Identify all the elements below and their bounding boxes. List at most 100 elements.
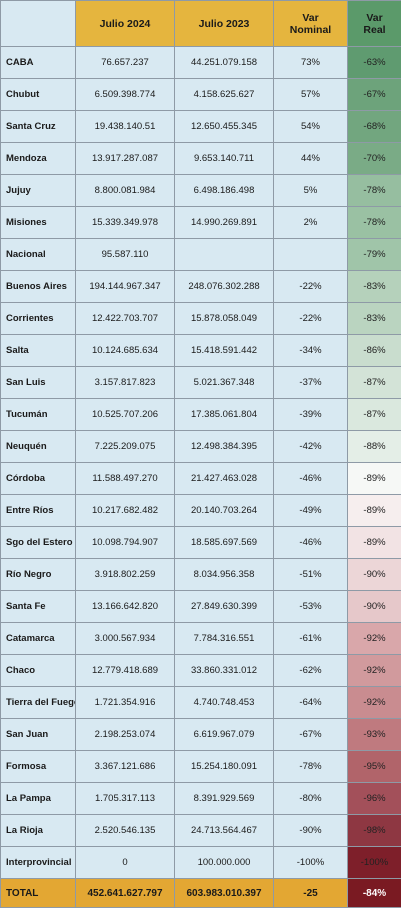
total-var-nominal: -25: [274, 879, 348, 908]
july-2024-cell: 3.918.802.259: [76, 559, 175, 591]
july-2024-cell: 10.525.707.206: [76, 399, 175, 431]
province-cell: Chaco: [1, 655, 76, 687]
july-2024-cell: 8.800.081.984: [76, 175, 175, 207]
var-real-cell: -83%: [348, 271, 401, 303]
july-2023-cell: 6.619.967.079: [175, 719, 274, 751]
header-var-nominal: Var Nominal: [274, 1, 348, 47]
var-nominal-cell: -78%: [274, 751, 348, 783]
var-nominal-cell: -46%: [274, 463, 348, 495]
var-nominal-cell: 57%: [274, 79, 348, 111]
var-nominal-cell: -100%: [274, 847, 348, 879]
var-real-cell: -67%: [348, 79, 401, 111]
july-2024-cell: 10.217.682.482: [76, 495, 175, 527]
july-2024-cell: 7.225.209.075: [76, 431, 175, 463]
var-nominal-cell: 2%: [274, 207, 348, 239]
province-cell: Misiones: [1, 207, 76, 239]
province-cell: Sgo del Estero: [1, 527, 76, 559]
july-2024-cell: 19.438.140.51: [76, 111, 175, 143]
july-2023-cell: 21.427.463.028: [175, 463, 274, 495]
province-cell: Interprovincial: [1, 847, 76, 879]
july-2024-cell: 3.000.567.934: [76, 623, 175, 655]
july-2024-cell: 194.144.967.347: [76, 271, 175, 303]
header-july-2023: Julio 2023: [175, 1, 274, 47]
july-2023-cell: 15.418.591.442: [175, 335, 274, 367]
july-2023-cell: 15.254.180.091: [175, 751, 274, 783]
var-real-cell: -89%: [348, 527, 401, 559]
var-nominal-cell: -67%: [274, 719, 348, 751]
july-2023-cell: 27.849.630.399: [175, 591, 274, 623]
province-cell: Tierra del Fuego: [1, 687, 76, 719]
var-real-cell: -68%: [348, 111, 401, 143]
header-province: [1, 1, 76, 47]
var-nominal-cell: -34%: [274, 335, 348, 367]
july-2023-cell: 4.740.748.453: [175, 687, 274, 719]
var-real-cell: -90%: [348, 591, 401, 623]
july-2024-cell: 2.520.546.135: [76, 815, 175, 847]
var-nominal-cell: -80%: [274, 783, 348, 815]
province-cell: La Pampa: [1, 783, 76, 815]
province-cell: San Juan: [1, 719, 76, 751]
var-nominal-cell: -42%: [274, 431, 348, 463]
var-nominal-cell: -90%: [274, 815, 348, 847]
july-2023-cell: 12.498.384.395: [175, 431, 274, 463]
var-nominal-cell: -51%: [274, 559, 348, 591]
july-2023-cell: 100.000.000: [175, 847, 274, 879]
var-real-cell: -78%: [348, 207, 401, 239]
july-2024-cell: 1.705.317.113: [76, 783, 175, 815]
july-2024-cell: 3.367.121.686: [76, 751, 175, 783]
var-real-cell: -89%: [348, 463, 401, 495]
july-2024-cell: 11.588.497.270: [76, 463, 175, 495]
header-var-real-line1: Var: [366, 12, 382, 24]
july-2024-cell: 6.509.398.774: [76, 79, 175, 111]
province-cell: La Rioja: [1, 815, 76, 847]
july-2023-cell: 5.021.367.348: [175, 367, 274, 399]
var-nominal-cell: -53%: [274, 591, 348, 623]
var-real-cell: -89%: [348, 495, 401, 527]
july-2024-cell: 1.721.354.916: [76, 687, 175, 719]
var-real-cell: -83%: [348, 303, 401, 335]
province-cell: Tucumán: [1, 399, 76, 431]
province-cell: Nacional: [1, 239, 76, 271]
var-nominal-cell: -64%: [274, 687, 348, 719]
var-nominal-cell: -61%: [274, 623, 348, 655]
var-nominal-cell: 5%: [274, 175, 348, 207]
july-2024-cell: 15.339.349.978: [76, 207, 175, 239]
july-2023-cell: 9.653.140.711: [175, 143, 274, 175]
header-var-nominal-line1: Var: [302, 12, 318, 24]
july-2023-cell: 6.498.186.498: [175, 175, 274, 207]
header-var-nominal-line2: Nominal: [290, 24, 331, 36]
july-2024-cell: 13.917.287.087: [76, 143, 175, 175]
province-cell: Santa Cruz: [1, 111, 76, 143]
july-2023-cell: 20.140.703.264: [175, 495, 274, 527]
july-2024-cell: 12.779.418.689: [76, 655, 175, 687]
july-2024-cell: 76.657.237: [76, 47, 175, 79]
july-2024-cell: 0: [76, 847, 175, 879]
july-2023-cell: 24.713.564.467: [175, 815, 274, 847]
var-real-cell: -86%: [348, 335, 401, 367]
total-label: TOTAL: [1, 879, 76, 908]
var-nominal-cell: -49%: [274, 495, 348, 527]
province-cell: Santa Fe: [1, 591, 76, 623]
total-var-real: -84%: [348, 879, 401, 908]
province-cell: Mendoza: [1, 143, 76, 175]
var-real-cell: -90%: [348, 559, 401, 591]
var-nominal-cell: -37%: [274, 367, 348, 399]
july-2023-cell: 248.076.302.288: [175, 271, 274, 303]
province-cell: San Luis: [1, 367, 76, 399]
